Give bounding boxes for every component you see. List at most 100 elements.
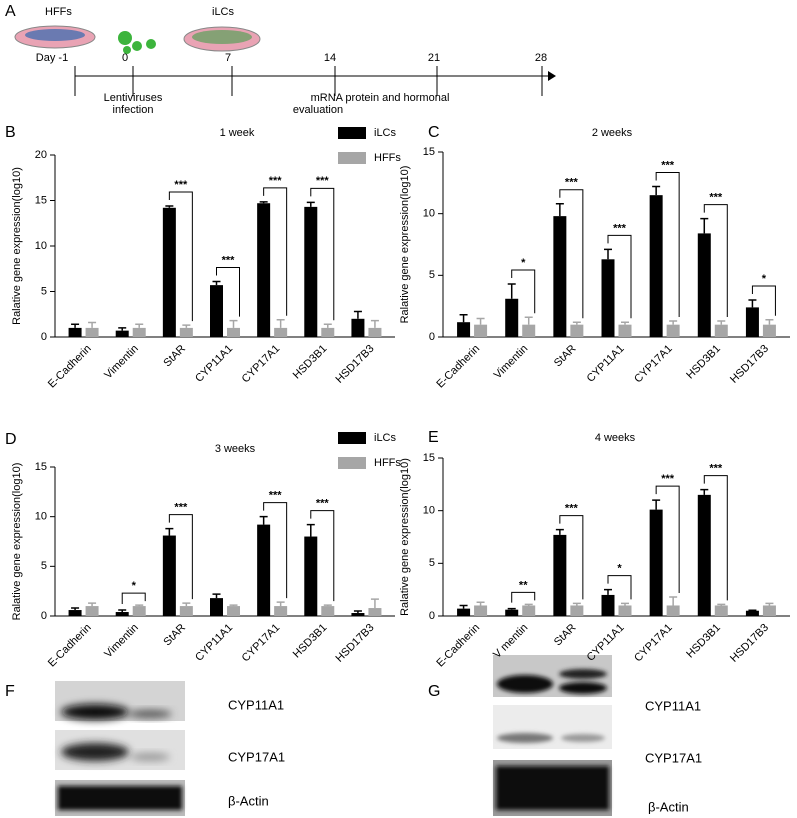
error-bar: [182, 602, 191, 607]
error-bar: [572, 321, 581, 325]
bar: [601, 259, 615, 337]
bar: [618, 605, 632, 616]
x-tick-label: E-Cadherin: [46, 622, 94, 670]
significance-label: ***: [316, 175, 330, 187]
y-tick-label: 0: [41, 610, 47, 622]
error-bar: [182, 324, 191, 328]
bar: [618, 324, 632, 337]
error-bar: [700, 217, 709, 234]
error-bar: [88, 321, 97, 328]
x-tick-label: Vimentin: [492, 343, 531, 382]
legend-label: HFFs: [374, 457, 401, 469]
y-tick-label: 20: [35, 149, 47, 161]
bar-chart: D 3 weeks Ralative gene expression(log10) 0…: [5, 431, 401, 669]
bar: [553, 534, 567, 616]
significance-bracket: [511, 269, 536, 314]
timeline-ticks: [74, 66, 543, 96]
bar: [351, 613, 365, 616]
error-bar: [118, 327, 127, 331]
error-bar: [621, 321, 629, 325]
bar: [304, 206, 318, 337]
blot-label: CYP11A1: [645, 698, 701, 713]
error-bar: [765, 318, 774, 325]
band: [496, 766, 609, 810]
day-label: 7: [225, 52, 231, 64]
cell-label: iLCs: [212, 6, 235, 18]
bar: [570, 605, 584, 616]
significance-label: ***: [174, 501, 188, 513]
chart-title: 3 weeks: [215, 443, 256, 455]
virus-icons: [118, 31, 156, 54]
x-tick-label: CYP17A1: [240, 343, 283, 386]
error-bar: [700, 488, 709, 495]
error-bar: [669, 596, 678, 606]
band: [61, 743, 129, 761]
error-bar: [652, 499, 661, 510]
bar: [304, 536, 318, 616]
legend-label: HFFs: [374, 152, 401, 164]
event-label: evaluation: [293, 104, 343, 116]
significance-bracket: [310, 187, 335, 321]
error-bar: [459, 314, 468, 323]
error-bar: [765, 602, 774, 606]
significance-bracket: [263, 187, 288, 316]
bar: [351, 318, 365, 337]
bar: [649, 195, 663, 337]
significance-label: *: [617, 563, 622, 575]
error-bar: [306, 523, 315, 537]
bar: [115, 330, 129, 337]
significance-bracket: [168, 514, 193, 600]
band: [497, 675, 553, 693]
error-bar: [88, 602, 97, 607]
bar: [179, 327, 193, 337]
legend-swatch: [338, 152, 366, 164]
error-bar: [476, 601, 485, 606]
significance-label: ***: [565, 503, 579, 515]
band: [128, 710, 172, 718]
significance-bracket: [655, 172, 680, 317]
bar: [368, 608, 382, 616]
y-tick-label: 0: [429, 331, 435, 343]
error-bar: [555, 528, 564, 535]
x-tick-label: CYP17A1: [632, 622, 675, 665]
day-label: 21: [428, 52, 440, 64]
significance-bracket: [655, 485, 680, 594]
error-bar: [621, 602, 629, 606]
band: [559, 682, 607, 694]
panel-letter: D: [5, 431, 17, 448]
bar: [368, 327, 382, 337]
error-bar: [669, 320, 678, 325]
bar: [227, 606, 240, 616]
band: [497, 733, 553, 743]
band: [58, 786, 182, 810]
x-tick-label: StAR: [161, 622, 188, 649]
blot-label: β-Actin: [648, 799, 689, 814]
significance-label: ***: [709, 463, 723, 475]
error-bar: [259, 201, 268, 204]
bar: [321, 606, 335, 616]
significance-label: **: [519, 579, 528, 591]
significance-label: ***: [222, 254, 236, 266]
band: [561, 734, 605, 742]
bar-chart: B 1 week Ralative gene expression(log10) 0 5…: [5, 124, 401, 390]
bar: [762, 605, 776, 616]
error-bar: [476, 317, 485, 325]
legend-swatch: [338, 432, 366, 444]
error-bar: [323, 604, 332, 607]
error-bar: [276, 601, 285, 607]
y-tick-label: 5: [41, 560, 47, 572]
y-tick-label: 5: [429, 557, 435, 569]
day-label: 0: [122, 52, 128, 64]
bar: [457, 322, 471, 337]
bar: [162, 535, 176, 616]
y-axis-label: Ralative gene expression(log10): [399, 166, 411, 324]
bar: [68, 327, 82, 337]
bar: [714, 324, 728, 337]
bar: [474, 324, 488, 337]
y-tick-label: 0: [429, 610, 435, 622]
error-bar: [229, 604, 238, 607]
x-tick-label: CYP11A1: [193, 622, 235, 664]
y-tick-label: 10: [423, 208, 435, 220]
error-bar: [572, 602, 581, 606]
arrow-head: [548, 71, 556, 81]
